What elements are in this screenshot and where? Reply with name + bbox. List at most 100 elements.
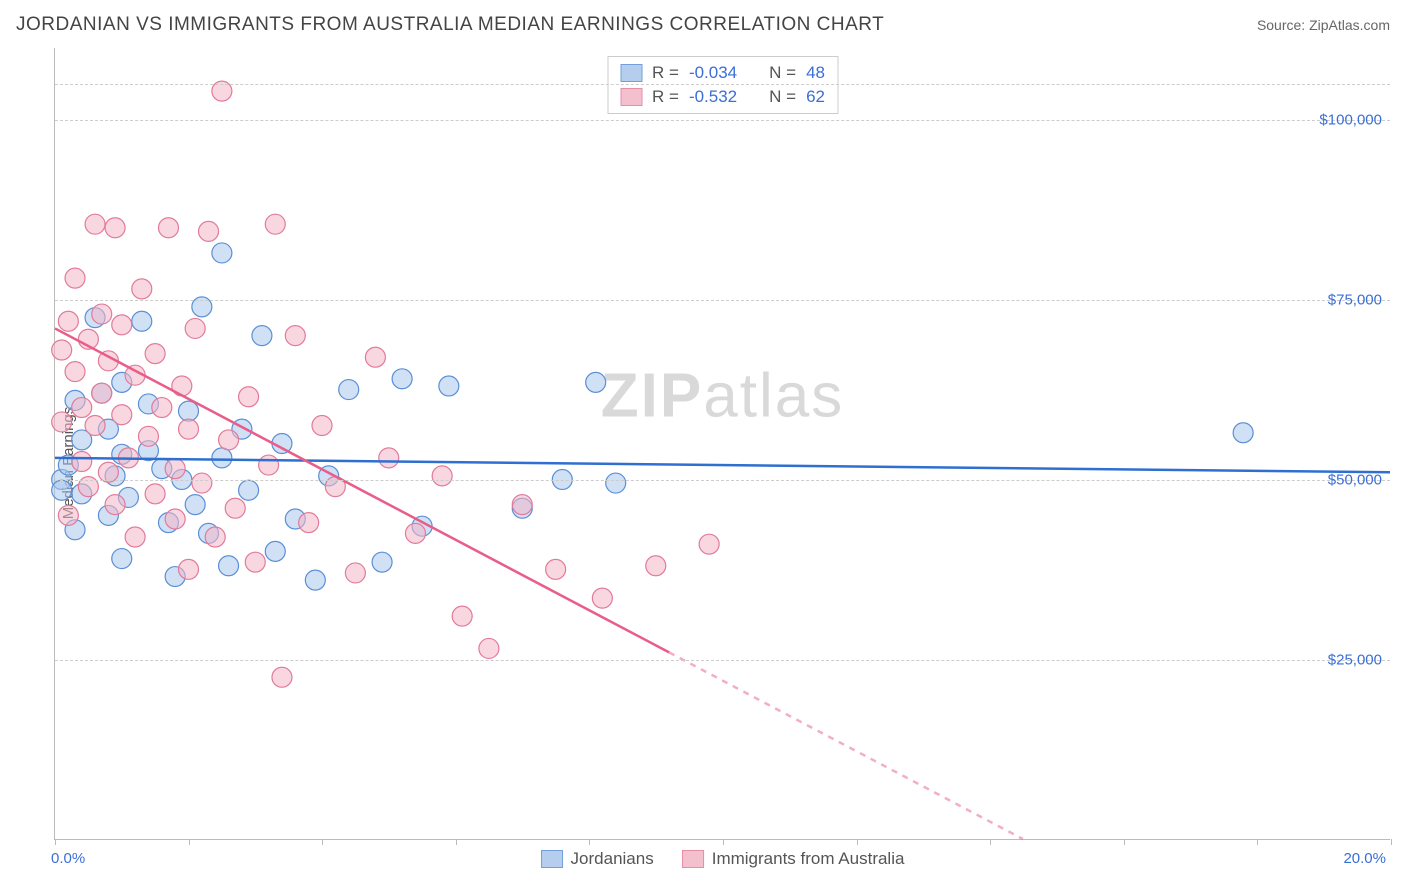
x-tick (189, 839, 190, 845)
plot-area: ZIPatlas R =-0.034N =48R =-0.532N =62 Jo… (54, 48, 1390, 840)
x-tick (456, 839, 457, 845)
data-point (199, 221, 219, 241)
data-point (185, 318, 205, 338)
correlation-legend: R =-0.034N =48R =-0.532N =62 (607, 56, 838, 114)
x-tick (55, 839, 56, 845)
chart-container: Median Earnings ZIPatlas R =-0.034N =48R… (16, 48, 1390, 878)
data-point (479, 638, 499, 658)
data-point (192, 473, 212, 493)
data-point (179, 559, 199, 579)
data-point (345, 563, 365, 583)
data-point (1233, 423, 1253, 443)
legend-r-value: -0.532 (689, 87, 737, 107)
data-point (52, 480, 72, 500)
data-point (185, 495, 205, 515)
gridline-h (55, 480, 1390, 481)
chart-title: JORDANIAN VS IMMIGRANTS FROM AUSTRALIA M… (16, 14, 884, 36)
data-point (646, 556, 666, 576)
data-point (546, 559, 566, 579)
x-tick (990, 839, 991, 845)
data-point (205, 527, 225, 547)
data-point (586, 372, 606, 392)
gridline-h (55, 84, 1390, 85)
data-point (132, 279, 152, 299)
gridline-h (55, 300, 1390, 301)
y-tick-label: $100,000 (1319, 112, 1382, 129)
scatter-svg (55, 48, 1390, 839)
data-point (265, 541, 285, 561)
data-point (225, 498, 245, 518)
trend-line (55, 458, 1390, 472)
legend-n-value: 48 (806, 63, 825, 83)
data-point (105, 218, 125, 238)
data-point (52, 340, 72, 360)
series-legend-item: Immigrants from Australia (682, 849, 905, 869)
data-point (512, 495, 532, 515)
gridline-h (55, 120, 1390, 121)
data-point (85, 214, 105, 234)
legend-r-label: R = (652, 87, 679, 107)
data-point (272, 667, 292, 687)
data-point (179, 401, 199, 421)
x-tick-label: 20.0% (1343, 850, 1386, 867)
data-point (105, 495, 125, 515)
data-point (699, 534, 719, 554)
data-point (158, 218, 178, 238)
x-tick (1124, 839, 1125, 845)
data-point (592, 588, 612, 608)
x-tick-label: 0.0% (51, 850, 85, 867)
x-tick (589, 839, 590, 845)
data-point (58, 505, 78, 525)
data-point (165, 459, 185, 479)
legend-r-value: -0.034 (689, 63, 737, 83)
data-point (339, 380, 359, 400)
x-tick (1257, 839, 1258, 845)
legend-row: R =-0.532N =62 (620, 85, 825, 109)
x-tick (1391, 839, 1392, 845)
y-tick-label: $25,000 (1328, 652, 1382, 669)
data-point (145, 344, 165, 364)
data-point (58, 311, 78, 331)
data-point (379, 448, 399, 468)
data-point (259, 455, 279, 475)
data-point (252, 326, 272, 346)
data-point (305, 570, 325, 590)
data-point (152, 398, 172, 418)
data-point (245, 552, 265, 572)
data-point (212, 448, 232, 468)
legend-swatch (682, 850, 704, 868)
data-point (112, 549, 132, 569)
legend-n-label: N = (769, 63, 796, 83)
data-point (92, 383, 112, 403)
data-point (432, 466, 452, 486)
series-name: Immigrants from Australia (712, 849, 905, 869)
legend-r-label: R = (652, 63, 679, 83)
data-point (239, 387, 259, 407)
y-tick-label: $75,000 (1328, 292, 1382, 309)
data-point (239, 480, 259, 500)
y-tick-label: $50,000 (1328, 472, 1382, 489)
data-point (52, 412, 72, 432)
legend-swatch (541, 850, 563, 868)
data-point (312, 416, 332, 436)
legend-row: R = -0.034 N = 48 (620, 61, 825, 85)
data-point (212, 243, 232, 263)
x-tick (723, 839, 724, 845)
data-point (606, 473, 626, 493)
series-legend: JordaniansImmigrants from Australia (533, 849, 913, 869)
data-point (439, 376, 459, 396)
data-point (165, 509, 185, 529)
trend-line-dashed (669, 652, 1023, 839)
gridline-h (55, 660, 1390, 661)
data-point (72, 451, 92, 471)
data-point (145, 484, 165, 504)
data-point (179, 419, 199, 439)
data-point (372, 552, 392, 572)
data-point (65, 268, 85, 288)
data-point (72, 398, 92, 418)
x-tick (322, 839, 323, 845)
data-point (265, 214, 285, 234)
data-point (112, 315, 132, 335)
source-attribution: Source: ZipAtlas.com (1257, 17, 1390, 33)
data-point (125, 527, 145, 547)
